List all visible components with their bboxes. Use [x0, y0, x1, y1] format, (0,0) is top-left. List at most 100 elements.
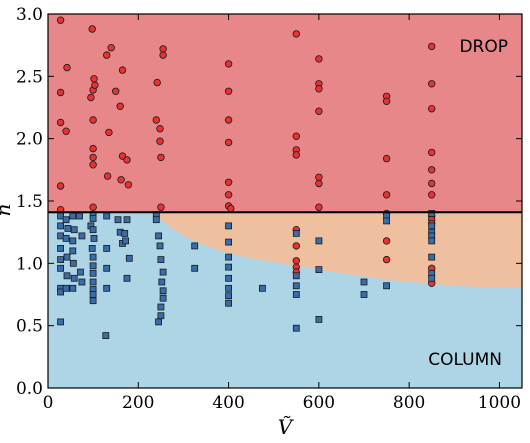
- column-point: [70, 260, 76, 266]
- drop-point: [316, 108, 323, 115]
- drop-point: [383, 238, 390, 245]
- column-point: [79, 233, 85, 239]
- drop-point: [90, 204, 97, 211]
- drop-point: [316, 174, 323, 181]
- column-point: [126, 255, 132, 261]
- column-point: [71, 275, 77, 281]
- column-point: [58, 223, 64, 229]
- column-point: [192, 265, 198, 271]
- drop-point: [106, 129, 113, 136]
- column-point: [90, 254, 96, 260]
- column-point: [159, 279, 165, 285]
- column-point: [124, 217, 130, 223]
- column-point: [58, 289, 64, 295]
- column-point: [58, 233, 64, 239]
- column-point: [361, 292, 367, 298]
- column-point: [90, 216, 96, 222]
- column-point: [156, 319, 162, 325]
- column-point: [158, 257, 164, 263]
- drop-point: [225, 139, 232, 146]
- y-tick-label: 0.0: [16, 379, 43, 399]
- column-point: [58, 319, 64, 325]
- column-point: [293, 292, 299, 298]
- drop-point: [57, 17, 64, 24]
- drop-point: [90, 117, 97, 124]
- column-point: [124, 275, 130, 281]
- column-point: [226, 264, 232, 270]
- drop-point: [225, 117, 232, 124]
- column-point: [160, 269, 166, 275]
- column-point: [226, 275, 232, 281]
- column-point: [70, 285, 76, 291]
- column-point: [226, 254, 232, 260]
- drop-point: [90, 162, 97, 169]
- drop-point: [225, 179, 232, 186]
- drop-point: [316, 86, 323, 93]
- drop-point: [119, 67, 126, 74]
- column-point: [78, 269, 84, 275]
- drop-point: [90, 145, 97, 152]
- column-point: [104, 213, 110, 219]
- drop-point: [90, 154, 97, 161]
- column-point: [123, 238, 129, 244]
- column-point: [58, 265, 64, 271]
- column-point: [226, 285, 232, 291]
- drop-point: [88, 94, 95, 101]
- column-point: [63, 235, 69, 241]
- x-tick-label: 600: [303, 393, 335, 413]
- drop-point: [108, 44, 115, 51]
- column-point: [63, 285, 69, 291]
- column-point: [153, 217, 159, 223]
- drop-point: [63, 128, 70, 135]
- x-tick-label: 1000: [478, 393, 521, 413]
- column-label: COLUMN: [428, 350, 502, 370]
- column-point: [90, 279, 96, 285]
- column-point: [115, 217, 121, 223]
- drop-point: [118, 177, 125, 184]
- column-point: [293, 283, 299, 289]
- drop-point: [383, 256, 390, 263]
- column-point: [316, 238, 322, 244]
- column-point: [316, 316, 322, 322]
- drop-point: [293, 133, 300, 140]
- drop-point: [316, 180, 323, 187]
- drop-point: [124, 157, 131, 164]
- drop-point: [428, 167, 435, 174]
- drop-point: [316, 56, 323, 63]
- column-point: [79, 279, 85, 285]
- drop-point: [153, 117, 160, 124]
- drop-point: [92, 82, 99, 89]
- y-tick-label: 2.0: [16, 130, 43, 150]
- column-point: [90, 298, 96, 304]
- column-point: [226, 300, 232, 306]
- column-point: [58, 213, 64, 219]
- y-tick-label: 2.5: [16, 67, 43, 87]
- column-point: [156, 233, 162, 239]
- drop-point: [158, 154, 165, 161]
- y-tick-label: 0.5: [16, 317, 43, 337]
- drop-point: [428, 105, 435, 112]
- column-point: [226, 293, 232, 299]
- column-point: [293, 325, 299, 331]
- y-tick-label: 1.0: [16, 254, 43, 274]
- column-point: [226, 239, 232, 245]
- column-point: [70, 248, 76, 254]
- column-point: [122, 230, 128, 236]
- drop-point: [57, 89, 64, 96]
- column-point: [429, 254, 435, 260]
- drop-point: [158, 204, 165, 211]
- drop-point: [154, 79, 161, 86]
- drop-point: [293, 243, 300, 250]
- column-point: [104, 285, 110, 291]
- drop-point: [91, 76, 98, 83]
- column-point: [77, 213, 83, 219]
- column-point: [65, 225, 71, 231]
- drop-point: [225, 61, 232, 68]
- column-point: [91, 235, 97, 241]
- column-point: [90, 263, 96, 269]
- column-point: [104, 245, 110, 251]
- column-point: [90, 270, 96, 276]
- drop-point: [428, 192, 435, 199]
- drop-point: [103, 52, 110, 59]
